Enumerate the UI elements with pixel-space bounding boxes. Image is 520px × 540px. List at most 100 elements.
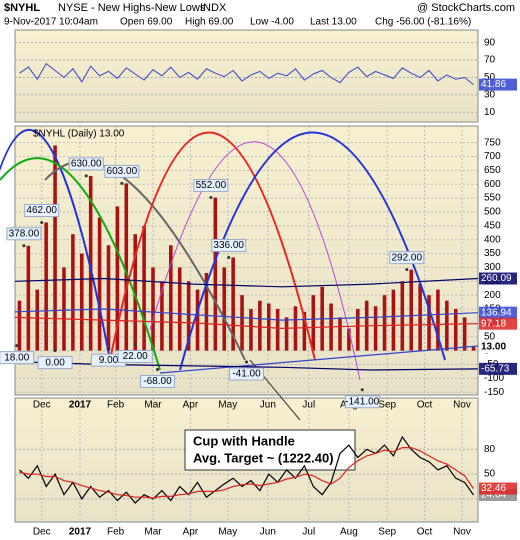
bar [44,222,48,351]
value-box [479,272,517,285]
y-tick-label: 700 [484,151,501,162]
bar [436,289,440,351]
annotation-box [193,179,229,193]
bar [356,309,360,351]
overlay-line [14,361,479,371]
y-tick-label: 750 [484,137,501,148]
callout-text: Avg. Target ~ (1222.40) [193,450,334,465]
y-tick-label: 600 [484,179,501,190]
annotation-point [106,346,110,350]
cycle-arc [149,141,361,381]
annotation-label: 0.00 [45,357,65,368]
x-tick-label: Nov [453,527,471,538]
annotation-label: 18.00 [4,352,29,363]
annotation-label: 603.00 [107,166,138,177]
bar [62,267,66,351]
annotation-label: 292.00 [391,252,422,263]
cycle-arc [44,160,246,361]
x-tick-label: Feb [107,400,125,411]
x-tick-label: 2017 [69,527,92,538]
bar [213,197,218,351]
x-tick-label: Oct [417,400,433,411]
value-box [479,482,517,495]
callout-box [184,429,356,471]
bar [142,225,146,351]
x-tick-label: Sep [378,400,396,411]
cycle-arc [109,131,316,361]
value-label: 260.09 [481,273,512,284]
top-panel [14,29,479,123]
annotation-label: 552.00 [196,180,227,191]
value-label: 13.00 [481,342,506,353]
bar [240,295,244,351]
y-tick-label: 650 [484,165,501,176]
bar [160,281,164,351]
value-box [479,341,517,354]
bar [204,272,209,351]
bar [382,295,387,351]
value-box [479,78,517,91]
y-tick-label: 50 [484,469,496,480]
quote-date: 9-Nov-2017 10:04am [4,17,98,28]
annotation-box [68,157,104,171]
x-tick-label: Feb [107,527,125,538]
overlay-line [14,308,479,321]
y-tick-label: 10 [484,107,496,118]
exchange: INDX [200,2,227,14]
x-tick-label: Aug [340,527,358,538]
x-tick-label: Jul [302,527,315,538]
bar [338,317,342,351]
y-tick-label: 30 [484,90,496,101]
annotation-box [139,374,175,388]
bar [151,267,155,351]
x-tick-label: Mar [144,527,162,538]
annotation-box [344,395,380,409]
bar [373,306,378,351]
value-label: 24.64 [481,490,506,501]
value-label: 136.94 [481,307,512,318]
overlay-line [14,316,479,330]
value-label: 97.18 [481,318,506,329]
y-tick-label: 350 [484,248,501,259]
x-tick-label: 2017 [69,400,92,411]
annotation-box [37,356,73,370]
y-tick-label: 50 [484,72,496,83]
x-tick-label: Dec [33,400,51,411]
overlay-line [14,277,479,288]
bar [106,245,111,351]
y-tick-label: 450 [484,220,501,231]
bar [409,269,414,351]
bar [133,234,137,351]
quote-last: Last 13.00 [310,17,357,28]
annotation-label: 378.00 [9,228,40,239]
bar [88,175,93,351]
annotation-point [53,349,57,353]
bar [249,309,253,351]
quote-open: Open 69.00 [120,17,173,28]
bar [453,309,458,351]
x-tick-label: Oct [417,527,433,538]
bar [17,300,22,351]
value-box [479,306,517,319]
bar [186,281,191,351]
y-tick-label: 550 [484,193,501,204]
y-tick-label: 90 [484,37,496,48]
x-tick-label: Mar [144,400,162,411]
annotation-label: 462.00 [26,205,57,216]
annotation-point [227,255,231,259]
value-label: -65.73 [481,363,510,374]
annotation-point [245,360,248,364]
value-box [479,317,517,330]
legend: $NYHL (Daily) 13.00 [33,129,125,140]
index-name: NYSE - New Highs-New Lows [58,2,206,14]
x-tick-label: Dec [33,527,51,538]
bar [53,145,57,351]
y-tick-label: -100 [484,373,504,384]
bar [462,317,467,351]
bar [275,309,280,351]
annotation-point [84,174,88,178]
indicator-line [19,62,474,85]
cycle-arc [0,128,111,361]
y-tick-label: 300 [484,262,501,273]
